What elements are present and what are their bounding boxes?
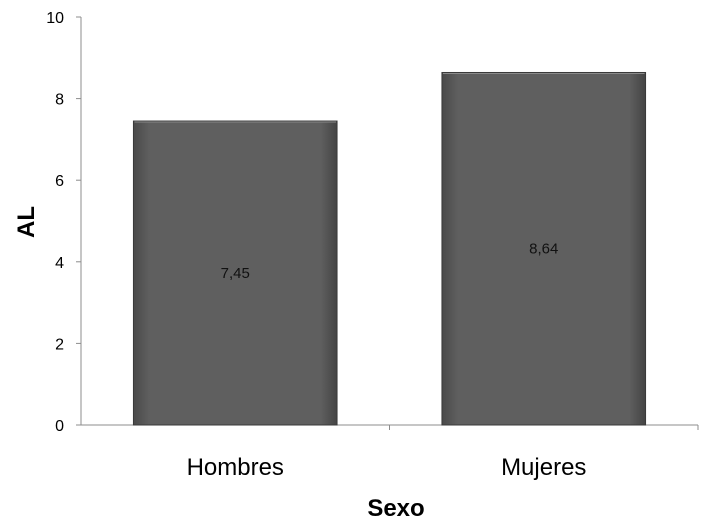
labels: 7,45 Hombres 8,64 Mujeres <box>187 241 587 481</box>
y-tick-label: 0 <box>55 418 64 435</box>
x-tick-label: Mujeres <box>501 454 586 481</box>
y-tick-label: 4 <box>55 255 64 272</box>
bar-hombres <box>132 120 338 426</box>
y-tick-label: 6 <box>55 173 64 190</box>
x-axis-title: Sexo <box>367 495 424 522</box>
y-tick-label: 10 <box>46 10 64 27</box>
x-tick-label: Hombres <box>187 454 284 481</box>
bar-mujeres <box>441 71 647 426</box>
y-tick-label: 2 <box>55 336 64 353</box>
data-label: 8,64 <box>529 241 558 258</box>
y-tick-label: 8 <box>55 92 64 109</box>
data-label: 7,45 <box>221 265 250 282</box>
y-axis-title: AL <box>13 206 40 238</box>
bars <box>132 71 647 426</box>
